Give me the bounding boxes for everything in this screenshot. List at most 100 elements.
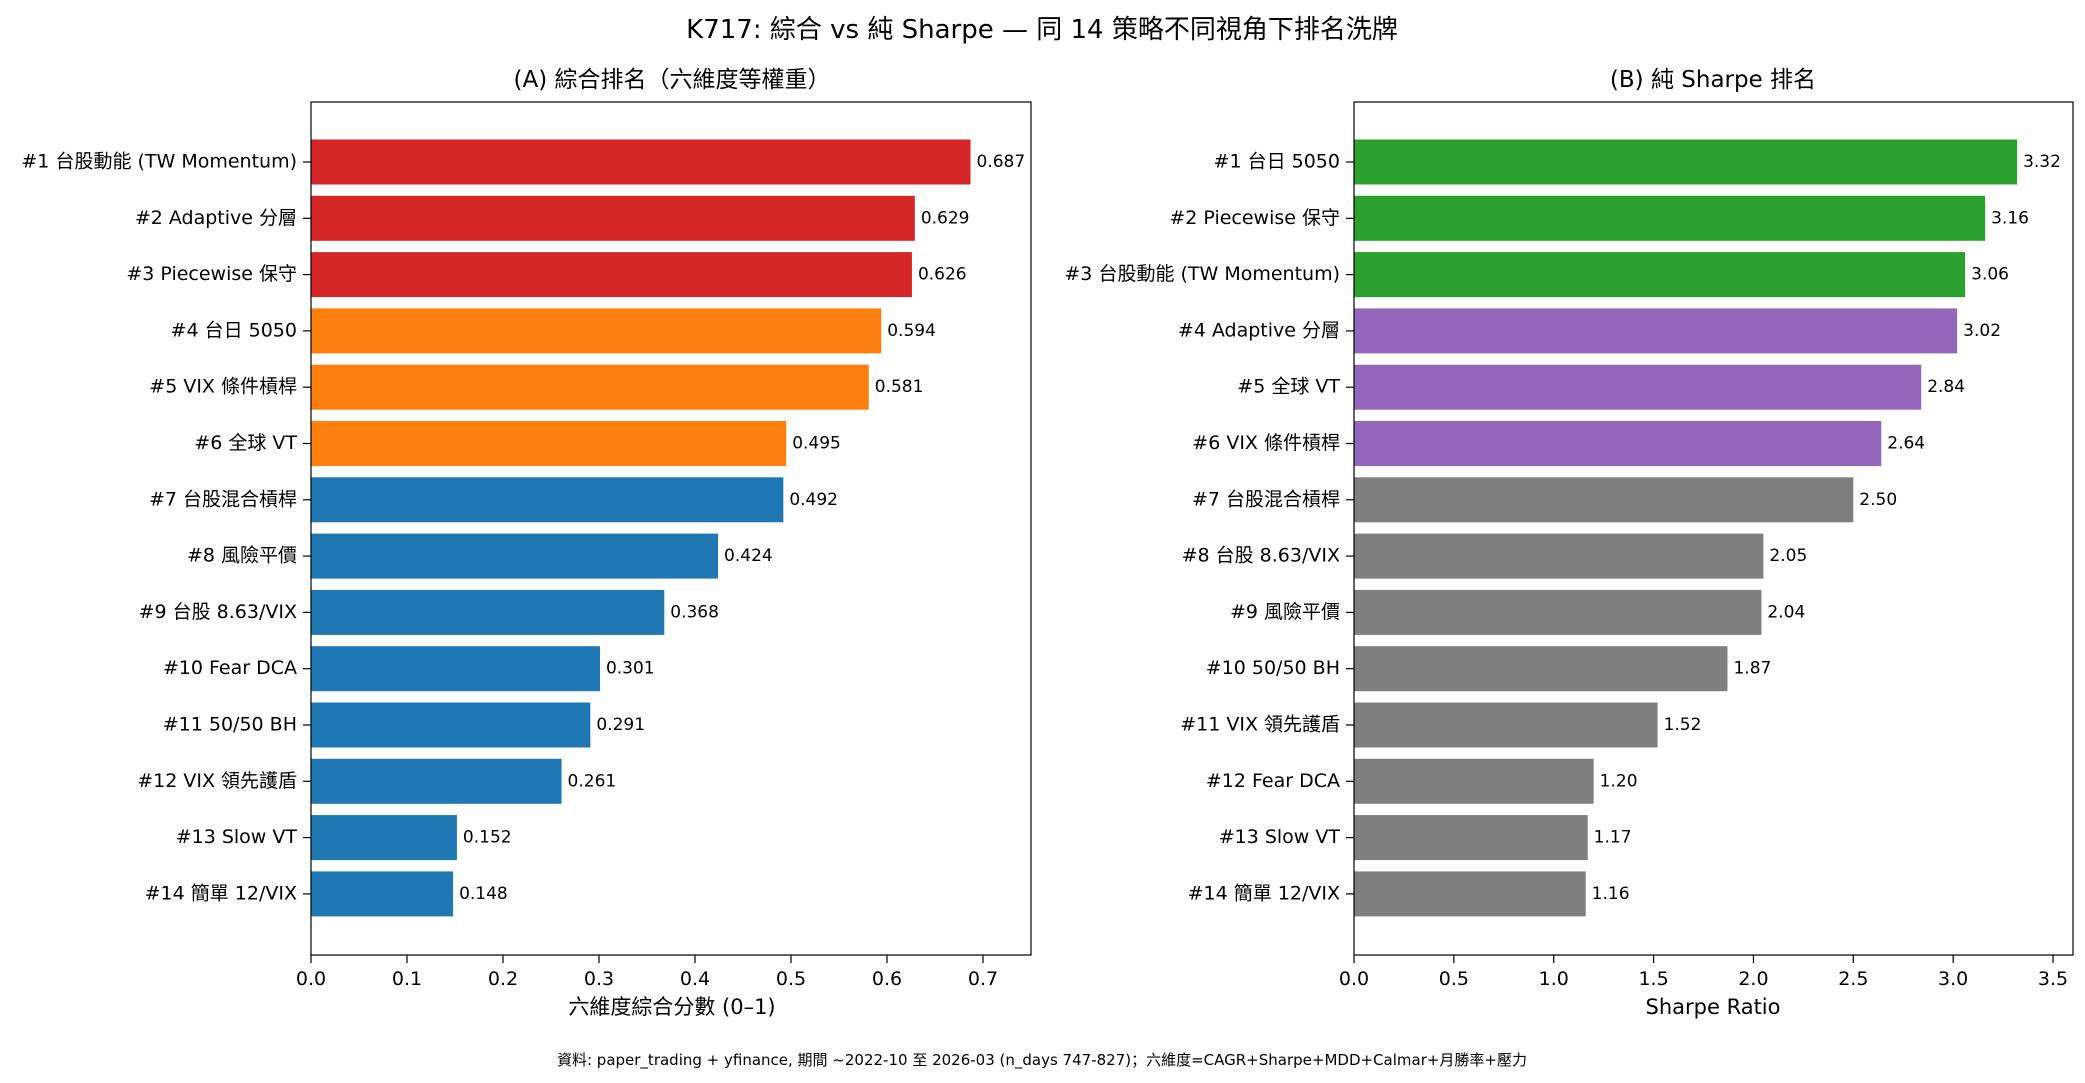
panel-b-data-label-4: 3.02 bbox=[1963, 321, 2001, 341]
panel-b-x-axis-label: Sharpe Ratio bbox=[1646, 995, 1781, 1019]
panel-a-category-label-3: #3 Piecewise 保守 bbox=[126, 263, 297, 285]
panel-a-category-label-6: #6 全球 VT bbox=[194, 432, 297, 454]
panel-b-data-label-5: 2.84 bbox=[1927, 377, 1965, 397]
panel-b-data-label-6: 2.64 bbox=[1887, 434, 1925, 454]
panel-a-x-axis-label: 六維度綜合分數 (0–1) bbox=[568, 995, 775, 1019]
panel-a-x-tick-label-5: 0.4 bbox=[680, 968, 710, 990]
panel-a-data-label-3: 0.626 bbox=[918, 265, 967, 285]
panel-a-category-label-2: #2 Adaptive 分層 bbox=[135, 207, 297, 229]
figure-footnote: 資料: paper_trading + yfinance, 期間 ~2022-1… bbox=[557, 1051, 1527, 1070]
panel-a-bar-1 bbox=[311, 139, 971, 185]
panel-b-data-label-3: 3.06 bbox=[1971, 265, 2009, 285]
panel-a-data-label-7: 0.492 bbox=[789, 490, 838, 510]
panel-b-sharpe-ranking: (B) 純 Sharpe 排名 #1 台日 5050 #2 Piecewise 保… bbox=[1064, 67, 2074, 1019]
panel-b-bar-1 bbox=[1354, 139, 2018, 185]
panel-b-bar-4 bbox=[1354, 308, 1958, 354]
panel-b-x-tick-label-8: 3.5 bbox=[2038, 968, 2068, 990]
panel-a-data-label-6: 0.495 bbox=[792, 434, 841, 454]
panel-a-bar-8 bbox=[311, 533, 719, 579]
panel-b-data-label-13: 1.17 bbox=[1594, 828, 1632, 848]
panel-a-x-ticks: 0.0 0.1 0.2 0.3 0.4 0.5 0.6 0.7 bbox=[296, 955, 998, 990]
panel-a-data-label-8: 0.424 bbox=[724, 546, 773, 566]
panel-b-title: (B) 純 Sharpe 排名 bbox=[1610, 67, 1816, 93]
panel-a-data-label-10: 0.301 bbox=[606, 659, 655, 679]
panel-a-bar-2 bbox=[311, 195, 915, 241]
panel-a-bars bbox=[311, 139, 971, 917]
panel-b-data-label-12: 1.20 bbox=[1600, 771, 1638, 791]
panel-a-bar-6 bbox=[311, 421, 787, 466]
panel-a-category-label-4: #4 台日 5050 bbox=[171, 319, 297, 341]
panel-b-x-tick-label-5: 2.0 bbox=[1738, 968, 1768, 990]
panel-b-x-ticks: 0.0 0.5 1.0 1.5 2.0 2.5 3.0 3.5 bbox=[1339, 955, 2068, 990]
panel-a-category-label-13: #13 Slow VT bbox=[176, 826, 298, 848]
panel-b-data-label-2: 3.16 bbox=[1991, 208, 2029, 228]
panel-a-data-label-4: 0.594 bbox=[887, 321, 936, 341]
panel-b-bar-6 bbox=[1354, 421, 1882, 466]
panel-a-bar-10 bbox=[311, 646, 600, 692]
panel-b-bar-7 bbox=[1354, 477, 1854, 523]
panel-a-bar-11 bbox=[311, 702, 591, 748]
panel-a-data-label-1: 0.687 bbox=[977, 152, 1026, 172]
panel-b-x-tick-label-6: 2.5 bbox=[1838, 968, 1868, 990]
panel-a-data-label-2: 0.629 bbox=[921, 208, 970, 228]
panel-b-bar-3 bbox=[1354, 252, 1966, 298]
panel-b-data-label-7: 2.50 bbox=[1859, 490, 1897, 510]
panel-b-category-label-9: #9 風險平價 bbox=[1230, 601, 1340, 623]
panel-b-category-label-4: #4 Adaptive 分層 bbox=[1178, 319, 1340, 341]
panel-b-category-label-2: #2 Piecewise 保守 bbox=[1169, 207, 1340, 229]
panel-a-category-label-9: #9 台股 8.63/VIX bbox=[139, 601, 297, 623]
panel-b-bar-12 bbox=[1354, 758, 1594, 804]
figure-title: K717: 綜合 vs 純 Sharpe — 同 14 策略不同視角下排名洗牌 bbox=[686, 15, 1398, 45]
panel-a-category-label-12: #12 VIX 領先護盾 bbox=[137, 770, 297, 792]
panel-a-data-label-5: 0.581 bbox=[875, 377, 924, 397]
panel-b-data-label-8: 2.05 bbox=[1769, 546, 1807, 566]
panel-a-x-tick-label-3: 0.2 bbox=[488, 968, 518, 990]
panel-b-x-tick-label-4: 1.5 bbox=[1638, 968, 1668, 990]
panel-b-x-tick-label-2: 0.5 bbox=[1439, 968, 1469, 990]
panel-b-category-label-12: #12 Fear DCA bbox=[1206, 770, 1340, 792]
panel-a-x-tick-label-1: 0.0 bbox=[296, 968, 326, 990]
panel-a-category-label-8: #8 風險平價 bbox=[187, 545, 297, 567]
panel-b-category-label-13: #13 Slow VT bbox=[1219, 826, 1341, 848]
panel-a-category-labels: #1 台股動能 (TW Momentum) #2 Adaptive 分層 #3 Pi… bbox=[21, 151, 311, 904]
panel-b-data-label-10: 1.87 bbox=[1733, 659, 1771, 679]
panel-b-data-label-9: 2.04 bbox=[1767, 602, 1805, 622]
panel-b-category-label-5: #5 全球 VT bbox=[1237, 376, 1340, 398]
panel-a-bar-3 bbox=[311, 252, 912, 298]
panel-b-category-label-10: #10 50/50 BH bbox=[1206, 657, 1340, 679]
panel-b-x-tick-label-1: 0.0 bbox=[1339, 968, 1369, 990]
panel-b-bar-8 bbox=[1354, 533, 1764, 579]
panel-b-data-label-14: 1.16 bbox=[1592, 884, 1630, 904]
panel-b-category-label-7: #7 台股混合槓桿 bbox=[1192, 488, 1340, 510]
panel-a-bar-4 bbox=[311, 308, 882, 354]
panel-a-bar-13 bbox=[311, 815, 457, 861]
panel-b-category-labels: #1 台日 5050 #2 Piecewise 保守 #3 台股動能 (TW Mom… bbox=[1064, 151, 1354, 904]
panel-a-category-label-1: #1 台股動能 (TW Momentum) bbox=[21, 151, 297, 173]
panel-a-data-label-9: 0.368 bbox=[670, 602, 719, 622]
panel-b-bar-9 bbox=[1354, 589, 1762, 635]
panel-a-bar-9 bbox=[311, 589, 665, 635]
panel-a-x-tick-label-8: 0.7 bbox=[968, 968, 998, 990]
panel-a-data-label-11: 0.291 bbox=[596, 715, 645, 735]
panel-a-data-label-14: 0.148 bbox=[459, 884, 508, 904]
panel-a-x-tick-label-2: 0.1 bbox=[392, 968, 422, 990]
panel-a-category-label-5: #5 VIX 條件槓桿 bbox=[149, 376, 297, 398]
panel-a-axes-frame bbox=[310, 101, 1032, 956]
panel-b-x-tick-label-7: 3.0 bbox=[1938, 968, 1968, 990]
panel-a-bar-14 bbox=[311, 871, 454, 917]
panel-a-bar-12 bbox=[311, 758, 562, 804]
panel-b-category-label-8: #8 台股 8.63/VIX bbox=[1182, 545, 1340, 567]
panel-b-category-label-3: #3 台股動能 (TW Momentum) bbox=[1064, 263, 1340, 285]
panel-b-bar-14 bbox=[1354, 871, 1586, 917]
panel-b-data-label-1: 3.32 bbox=[2023, 152, 2061, 172]
panel-b-data-labels: 3.32 3.16 3.06 3.02 2.84 2.64 2.50 2.05 2.04 1.87… bbox=[1592, 152, 2061, 904]
panel-a-data-label-12: 0.261 bbox=[568, 771, 617, 791]
panel-a-category-label-11: #11 50/50 BH bbox=[163, 714, 297, 736]
panel-a-x-tick-label-7: 0.6 bbox=[872, 968, 902, 990]
panel-b-axes-frame bbox=[1353, 101, 2074, 956]
panel-b-category-label-14: #14 簡單 12/VIX bbox=[1188, 882, 1340, 904]
panel-b-bar-5 bbox=[1354, 364, 1922, 410]
panel-a-data-labels: 0.687 0.629 0.626 0.594 0.581 0.495 0.492 0.424… bbox=[459, 152, 1025, 904]
panel-b-category-label-1: #1 台日 5050 bbox=[1214, 151, 1340, 173]
